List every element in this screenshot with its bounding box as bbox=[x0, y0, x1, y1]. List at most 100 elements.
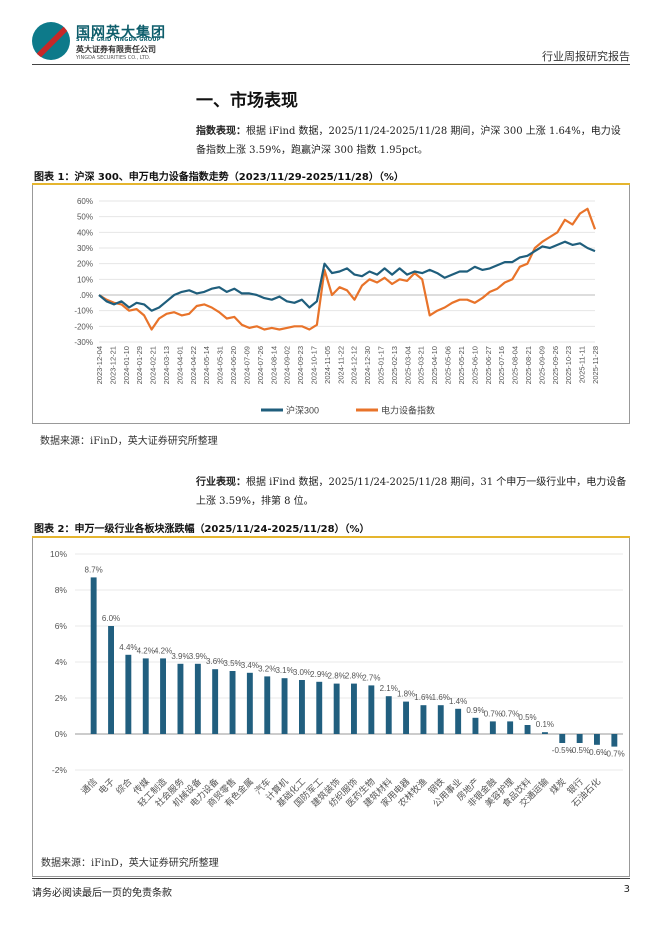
bar-data-label: 2.7% bbox=[362, 673, 380, 682]
bar-data-label: 0.7% bbox=[484, 709, 502, 718]
line-chart-x-tick-label: 2025-11-11 bbox=[578, 346, 587, 383]
bar-chart-y-tick-label: 0% bbox=[55, 729, 68, 739]
line-chart-x-tick-label: 2025-05-21 bbox=[457, 346, 466, 384]
bar-data-label: 0.9% bbox=[466, 706, 484, 715]
bar-chart: 10%8%6%4%2%0%-2%8.7%通信6.0%电子4.4%综合4.2%传媒… bbox=[50, 549, 625, 809]
bar-data-label: 8.7% bbox=[85, 565, 103, 574]
index-performance-paragraph: 指数表现：根据 iFind 数据，2025/11/24-2025/11/28 期… bbox=[196, 122, 628, 160]
bar bbox=[489, 721, 496, 734]
bar-data-label: -0.6% bbox=[587, 748, 608, 757]
legend-label: 沪深300 bbox=[286, 405, 319, 416]
bar-chart-y-tick-label: 10% bbox=[50, 549, 67, 559]
line-chart-x-tick-label: 2024-01-10 bbox=[122, 346, 131, 384]
line-chart-x-tick-label: 2024-04-22 bbox=[189, 346, 198, 384]
line-chart-x-tick-label: 2025-08-04 bbox=[511, 346, 520, 384]
line-chart-x-tick-label: 2023-12-21 bbox=[108, 346, 117, 384]
line-chart-x-tick-label: 2025-06-27 bbox=[484, 346, 493, 384]
line-chart-x-tick-label: 2024-09-02 bbox=[283, 346, 292, 384]
bar-data-label: 1.6% bbox=[432, 693, 450, 702]
bar bbox=[90, 577, 97, 734]
line-chart-x-tick-label: 2025-10-23 bbox=[564, 346, 573, 384]
bar bbox=[368, 685, 375, 734]
line-chart-x-tick-label: 2024-03-13 bbox=[162, 346, 171, 384]
line-chart-y-tick-label: .0% bbox=[79, 291, 93, 300]
bar-data-label: 2.8% bbox=[345, 672, 363, 681]
bar-data-label: 0.7% bbox=[501, 709, 519, 718]
bar bbox=[160, 658, 166, 734]
logo-name-en: STATE GRID YINGDA GROUP bbox=[76, 37, 161, 43]
bar bbox=[316, 681, 323, 734]
bar-chart-y-tick-label: -2% bbox=[52, 765, 68, 775]
bar bbox=[142, 658, 149, 734]
line-chart: 60%50%40%30%20%10%.0%-10%-20%-30%2023-12… bbox=[74, 197, 600, 416]
line-chart-x-tick-label: 2024-02-21 bbox=[149, 346, 158, 384]
bar-data-label: 3.5% bbox=[223, 659, 241, 668]
index-performance-text: 根据 iFind 数据，2025/11/24-2025/11/28 期间，沪深 … bbox=[196, 126, 621, 156]
line-chart-x-tick-label: 2025-07-16 bbox=[497, 346, 506, 384]
bar-data-label: 1.6% bbox=[414, 693, 432, 702]
bar bbox=[403, 701, 409, 734]
bar-data-label: 3.0% bbox=[293, 668, 311, 677]
index-performance-label: 指数表现： bbox=[196, 126, 246, 137]
bar bbox=[524, 725, 531, 734]
industry-performance-label: 行业表现： bbox=[196, 477, 246, 488]
bar-chart-y-tick-label: 4% bbox=[55, 657, 68, 667]
line-chart-x-tick-label: 2025-11-28 bbox=[591, 346, 600, 384]
line-chart-y-tick-label: -20% bbox=[74, 322, 93, 331]
line-chart-x-tick-label: 2024-11-22 bbox=[336, 346, 345, 384]
bar bbox=[108, 626, 114, 734]
line-chart-x-tick-label: 2025-09-26 bbox=[551, 346, 560, 384]
line-chart-y-tick-label: 40% bbox=[77, 228, 93, 237]
line-chart-x-tick-label: 2024-07-09 bbox=[242, 346, 251, 384]
bar-data-label: 0.5% bbox=[518, 713, 536, 722]
bar bbox=[576, 734, 583, 743]
bar-data-label: 3.9% bbox=[171, 652, 189, 661]
line-chart-x-tick-label: 2025-06-10 bbox=[470, 346, 479, 384]
bar-category-label: 通信 bbox=[79, 776, 100, 797]
line-series-csi300 bbox=[98, 240, 596, 312]
line-chart-x-tick-label: 2024-01-29 bbox=[135, 346, 144, 384]
bar bbox=[194, 663, 201, 734]
line-series-power-equipment bbox=[98, 207, 597, 331]
company-name-cn: 英大证券有限责任公司 bbox=[76, 45, 156, 54]
company-name-en: YINGDA SECURITIES CO., LTD. bbox=[76, 55, 151, 61]
bar-chart-y-tick-label: 8% bbox=[55, 585, 68, 595]
bar-data-label: -0.5% bbox=[552, 746, 573, 755]
bar-data-label: 1.8% bbox=[397, 690, 415, 699]
line-chart-x-tick-label: 2025-03-21 bbox=[417, 346, 426, 384]
footer-divider bbox=[32, 878, 630, 879]
line-chart-x-tick-label: 2024-12-30 bbox=[363, 346, 372, 384]
bar-data-label: 3.4% bbox=[241, 661, 259, 670]
figure1-source: 数据来源：iFinD，英大证券研究所整理 bbox=[40, 436, 218, 447]
bar-chart-y-tick-label: 2% bbox=[55, 693, 68, 703]
line-chart-x-tick-label: 2024-10-17 bbox=[309, 346, 318, 384]
bar bbox=[385, 696, 392, 734]
bar bbox=[351, 683, 357, 734]
bar-chart-y-tick-label: 6% bbox=[55, 621, 68, 631]
line-chart-x-tick-label: 2024-05-14 bbox=[202, 346, 211, 384]
section-title: 一、市场表现 bbox=[196, 91, 298, 111]
line-chart-y-tick-label: 30% bbox=[77, 244, 93, 253]
line-chart-x-tick-label: 2023-12-04 bbox=[95, 346, 104, 384]
line-chart-x-tick-label: 2025-09-09 bbox=[537, 346, 546, 384]
line-chart-x-tick-label: 2024-11-05 bbox=[323, 346, 332, 384]
line-chart-x-tick-label: 2025-08-21 bbox=[524, 346, 533, 384]
bar bbox=[559, 734, 566, 743]
bar-data-label: -0.7% bbox=[604, 750, 625, 759]
line-chart-x-tick-label: 2025-04-10 bbox=[430, 346, 439, 384]
bar-data-label: 4.4% bbox=[119, 643, 137, 652]
bar bbox=[420, 705, 427, 734]
legend-label: 电力设备指数 bbox=[381, 405, 435, 416]
line-chart-x-tick-label: 2025-01-17 bbox=[377, 346, 386, 384]
industry-performance-text: 根据 iFind 数据，2025/11/24-2025/11/28 期间，31 … bbox=[196, 477, 627, 507]
line-chart-x-tick-label: 2024-06-20 bbox=[229, 346, 238, 384]
line-chart-y-tick-label: 10% bbox=[77, 275, 93, 284]
bar bbox=[246, 672, 253, 734]
bar-data-label: 3.2% bbox=[258, 664, 276, 673]
bar bbox=[281, 678, 288, 734]
line-chart-x-tick-label: 2025-05-06 bbox=[444, 346, 453, 384]
line-chart-x-tick-label: 2024-09-23 bbox=[296, 346, 305, 384]
bar-data-label: 6.0% bbox=[102, 614, 120, 623]
bar bbox=[333, 683, 340, 734]
bar bbox=[542, 732, 548, 734]
